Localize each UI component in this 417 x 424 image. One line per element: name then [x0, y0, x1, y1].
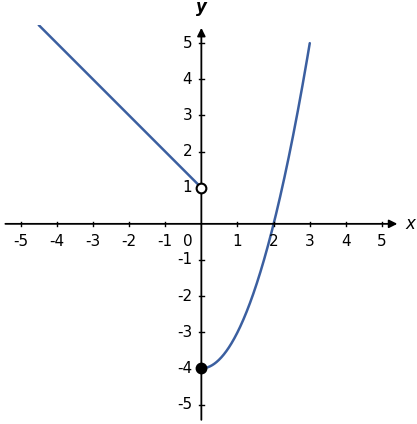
Text: 2: 2	[269, 234, 279, 249]
Text: -1: -1	[177, 252, 192, 268]
Text: x: x	[406, 215, 415, 233]
Text: 4: 4	[183, 72, 192, 87]
Text: -3: -3	[85, 234, 100, 249]
Text: 1: 1	[183, 180, 192, 195]
Text: -1: -1	[158, 234, 173, 249]
Text: 5: 5	[183, 36, 192, 50]
Text: -2: -2	[177, 289, 192, 304]
Text: -5: -5	[13, 234, 28, 249]
Text: 3: 3	[183, 108, 192, 123]
Text: -2: -2	[121, 234, 137, 249]
Text: y: y	[196, 0, 207, 16]
Text: 5: 5	[377, 234, 387, 249]
Text: -3: -3	[177, 325, 192, 340]
Text: 2: 2	[183, 144, 192, 159]
Text: 0: 0	[183, 234, 192, 249]
Text: 3: 3	[305, 234, 315, 249]
Text: 4: 4	[341, 234, 351, 249]
Text: -5: -5	[177, 397, 192, 412]
Text: -4: -4	[49, 234, 64, 249]
Text: 1: 1	[233, 234, 242, 249]
Text: -4: -4	[177, 361, 192, 376]
